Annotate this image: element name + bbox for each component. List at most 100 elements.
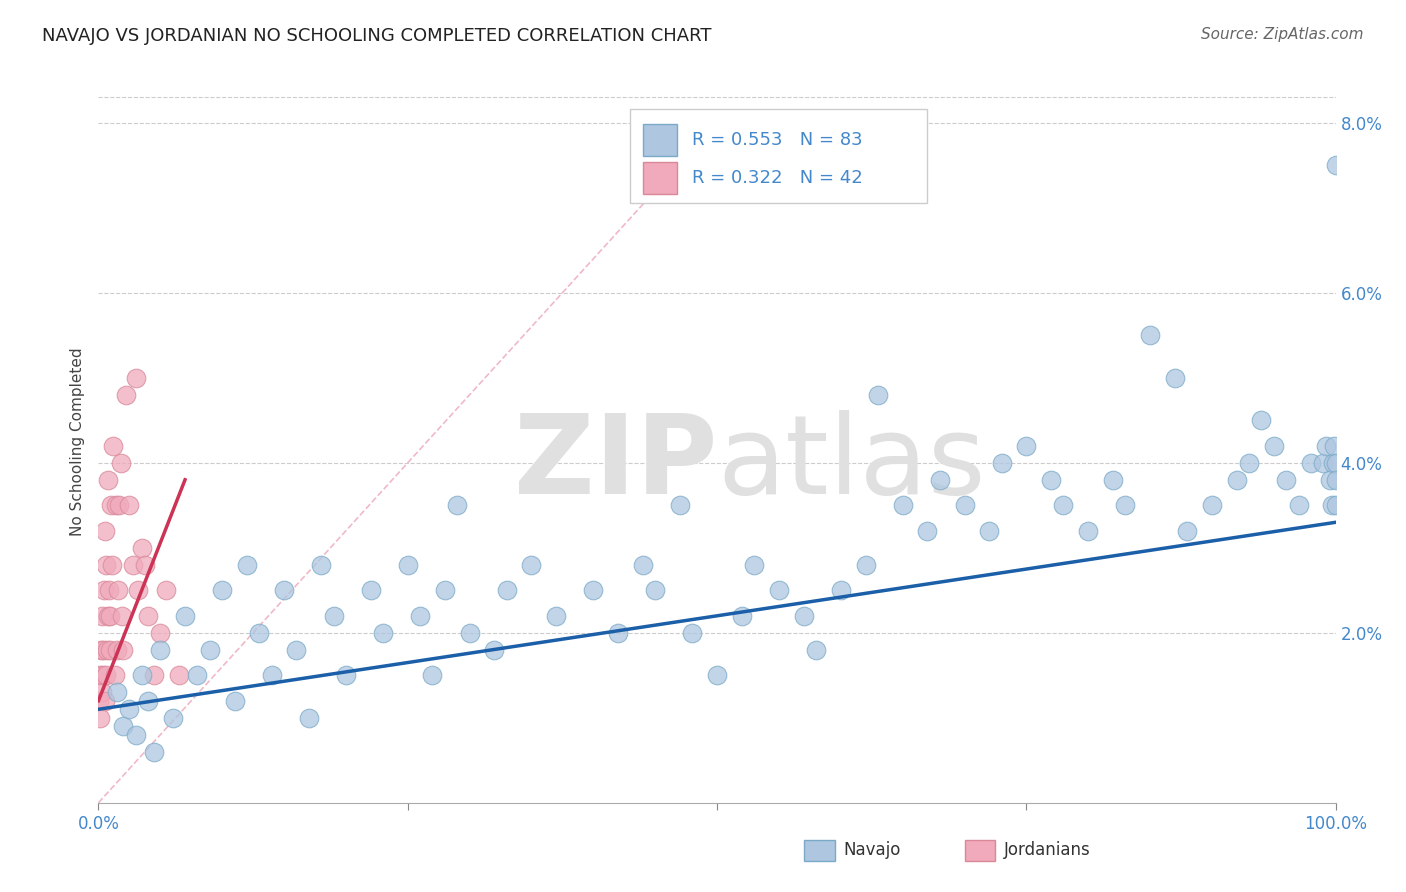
FancyBboxPatch shape [804, 840, 835, 861]
Point [103, 439, 125, 453]
Point [582, 583, 605, 598]
Point [110, 456, 132, 470]
Point [309, 558, 332, 572]
Point [644, 583, 666, 598]
Point [1319, 473, 1341, 487]
Point [335, 668, 357, 682]
Point [131, 668, 153, 682]
Point [118, 702, 141, 716]
Point [112, 642, 135, 657]
Point [1077, 524, 1099, 538]
Point [804, 642, 827, 657]
Point [520, 558, 543, 572]
Point [105, 642, 128, 657]
Point [127, 583, 149, 598]
Point [273, 583, 295, 598]
Point [198, 642, 221, 657]
Point [1324, 498, 1347, 512]
Point [1250, 413, 1272, 427]
Point [186, 668, 208, 682]
Point [855, 558, 877, 572]
Point [1275, 473, 1298, 487]
Point [1175, 524, 1198, 538]
Point [285, 642, 308, 657]
Point [891, 498, 914, 512]
Point [1288, 498, 1310, 512]
Text: NAVAJO VS JORDANIAN NO SCHOOLING COMPLETED CORRELATION CHART: NAVAJO VS JORDANIAN NO SCHOOLING COMPLET… [42, 27, 711, 45]
Point [167, 668, 190, 682]
Point [91, 608, 114, 623]
Point [100, 498, 122, 512]
FancyBboxPatch shape [643, 124, 678, 156]
Point [236, 558, 259, 572]
Point [108, 498, 131, 512]
Point [768, 583, 790, 598]
Point [155, 583, 177, 598]
Point [495, 583, 517, 598]
Point [1312, 456, 1334, 470]
Point [136, 608, 159, 623]
Point [98, 608, 121, 623]
Point [1323, 439, 1346, 453]
Point [143, 668, 166, 682]
Text: Jordanians: Jordanians [1004, 841, 1091, 860]
Point [96, 668, 118, 682]
Point [211, 583, 233, 598]
Point [422, 668, 444, 682]
Point [134, 558, 156, 572]
Point [101, 558, 124, 572]
Point [830, 583, 852, 598]
Point [681, 625, 703, 640]
Text: R = 0.553   N = 83: R = 0.553 N = 83 [692, 130, 863, 149]
Point [131, 541, 153, 555]
Point [1237, 456, 1260, 470]
Point [409, 608, 432, 623]
Point [1263, 439, 1285, 453]
Point [149, 642, 172, 657]
Point [1320, 498, 1343, 512]
Point [742, 558, 765, 572]
Point [866, 388, 889, 402]
Point [122, 558, 145, 572]
Point [1226, 473, 1249, 487]
Point [224, 694, 246, 708]
Point [793, 608, 815, 623]
Point [1139, 328, 1161, 343]
Point [1322, 456, 1344, 470]
Point [1015, 439, 1038, 453]
Point [1299, 456, 1322, 470]
Point [1324, 456, 1347, 470]
Point [96, 642, 118, 657]
Point [669, 498, 692, 512]
Point [706, 668, 728, 682]
Point [87, 694, 110, 708]
Point [484, 642, 506, 657]
Text: R = 0.322   N = 42: R = 0.322 N = 42 [692, 169, 863, 186]
Point [124, 728, 146, 742]
Point [396, 558, 419, 572]
Point [103, 668, 125, 682]
Point [112, 719, 135, 733]
Point [124, 371, 146, 385]
Point [1114, 498, 1136, 512]
Point [546, 608, 568, 623]
Point [114, 388, 136, 402]
Point [90, 685, 112, 699]
Point [1201, 498, 1223, 512]
Point [1315, 439, 1337, 453]
Point [1164, 371, 1187, 385]
Point [928, 473, 950, 487]
Point [89, 668, 111, 682]
Point [93, 583, 115, 598]
Point [731, 608, 754, 623]
Point [91, 668, 114, 682]
FancyBboxPatch shape [643, 162, 678, 194]
Point [89, 711, 111, 725]
Point [93, 642, 115, 657]
Text: atlas: atlas [717, 409, 986, 516]
Point [247, 625, 270, 640]
FancyBboxPatch shape [965, 840, 995, 861]
Point [97, 473, 120, 487]
Point [94, 524, 117, 538]
Point [93, 694, 115, 708]
